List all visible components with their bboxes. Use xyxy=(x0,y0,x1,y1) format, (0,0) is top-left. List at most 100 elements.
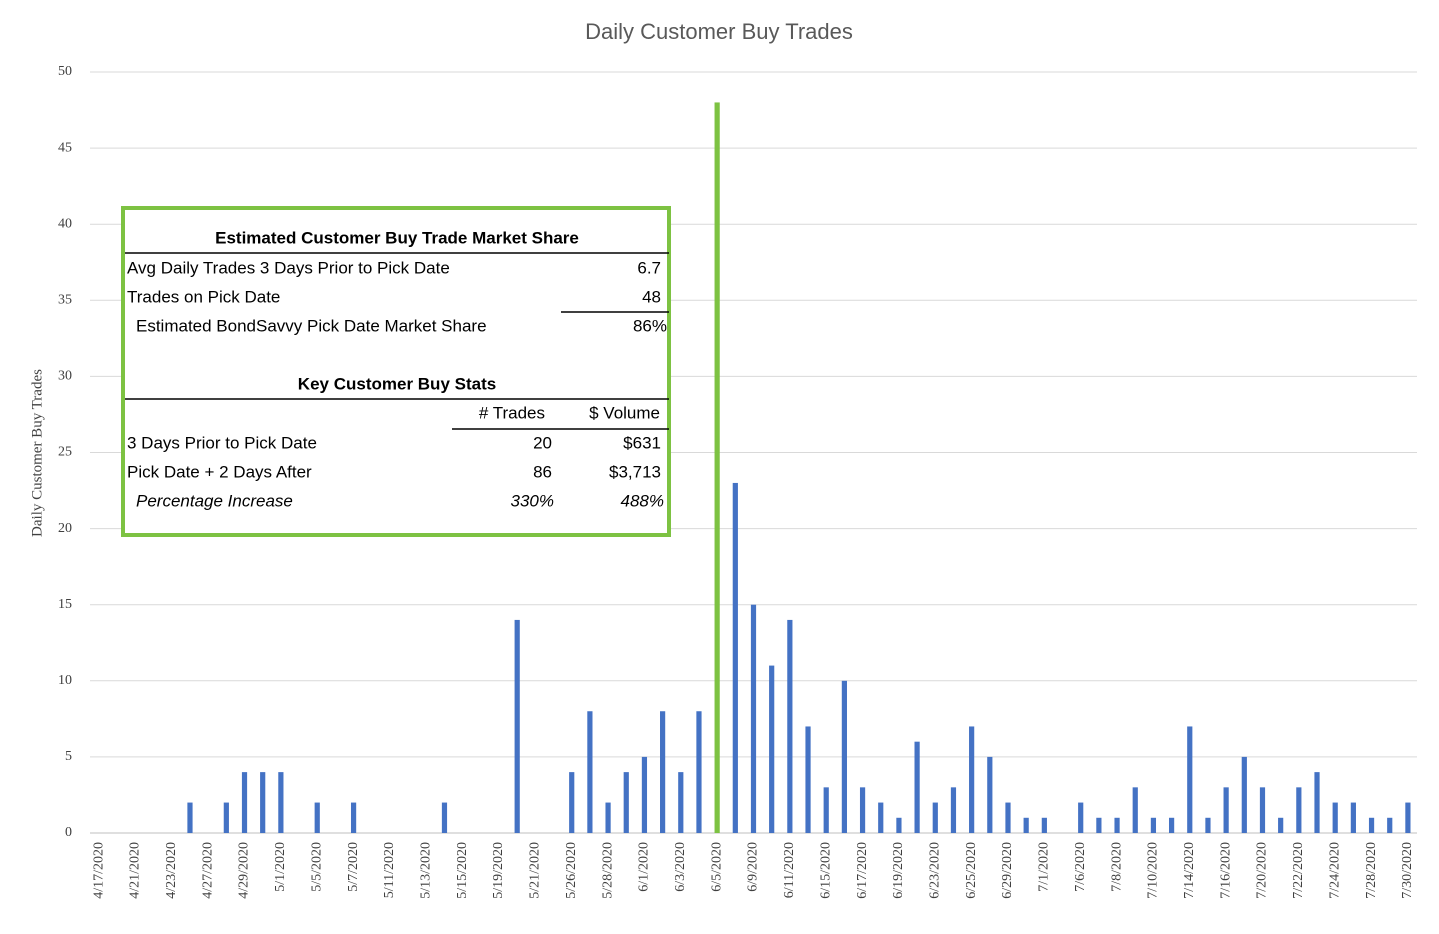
bar xyxy=(1368,817,1375,833)
y-tick-label: 15 xyxy=(58,597,72,612)
x-tick-label: 7/10/2020 xyxy=(1146,842,1161,899)
bar xyxy=(1187,726,1193,833)
row-value: $631 xyxy=(623,433,661,452)
y-tick-label: 5 xyxy=(65,749,72,764)
x-tick-label: 7/8/2020 xyxy=(1109,842,1124,892)
row-value: 6.7 xyxy=(637,258,661,277)
x-tick-label: 6/3/2020 xyxy=(673,842,688,892)
x-tick-label: 6/17/2020 xyxy=(855,842,870,899)
bar xyxy=(732,482,738,833)
bar xyxy=(1114,817,1120,833)
row-value: 330% xyxy=(511,491,554,510)
bar xyxy=(1132,787,1138,833)
bar xyxy=(787,619,793,833)
bar xyxy=(641,756,648,833)
y-tick-label: 40 xyxy=(58,216,72,231)
x-tick-label: 7/14/2020 xyxy=(1182,842,1197,899)
bar xyxy=(260,772,266,833)
y-tick-label: 45 xyxy=(58,140,72,155)
bar xyxy=(278,772,284,833)
x-tick-label: 5/5/2020 xyxy=(309,842,324,892)
x-tick-label: 5/11/2020 xyxy=(382,842,397,898)
bar xyxy=(805,726,811,833)
y-tick-label: 25 xyxy=(58,445,72,460)
x-tick-label: 6/25/2020 xyxy=(964,842,979,899)
bar xyxy=(696,711,702,833)
x-tick-label: 4/27/2020 xyxy=(200,842,215,899)
bar xyxy=(1259,787,1266,833)
bar xyxy=(1023,817,1029,833)
x-tick-label: 6/29/2020 xyxy=(1000,842,1015,899)
row-value: 86% xyxy=(633,316,667,335)
x-tick-label: 7/28/2020 xyxy=(1364,842,1379,899)
bar xyxy=(569,772,575,833)
row-value: 488% xyxy=(621,491,664,510)
bar xyxy=(932,802,938,833)
bar xyxy=(660,711,666,833)
bar xyxy=(823,787,829,833)
x-tick-label: 5/7/2020 xyxy=(346,842,361,892)
bar xyxy=(841,680,847,833)
bar xyxy=(1314,772,1320,833)
row-value: $3,713 xyxy=(609,462,661,481)
y-tick-label: 20 xyxy=(58,521,72,536)
plot-area: 0 5 10 15 20 25 30 35 40 45 50 4/17/2020 4/21/2020 4/… xyxy=(58,64,1417,899)
bar xyxy=(896,817,902,833)
bar xyxy=(878,802,884,833)
row-label: Pick Date + 2 Days After xyxy=(127,462,312,481)
column-header: $ Volume xyxy=(589,403,660,422)
bar xyxy=(1005,802,1011,833)
x-tick-label: 7/24/2020 xyxy=(1327,842,1342,899)
bar xyxy=(187,802,193,833)
row-value: 20 xyxy=(533,433,552,452)
row-label: Avg Daily Trades 3 Days Prior to Pick Da… xyxy=(127,258,450,277)
section-title: Estimated Customer Buy Trade Market Shar… xyxy=(215,228,579,247)
bar xyxy=(441,802,448,833)
x-tick-label: 6/19/2020 xyxy=(891,842,906,899)
bar xyxy=(223,802,229,833)
bar xyxy=(750,604,757,833)
x-tick-label: 5/19/2020 xyxy=(491,842,506,899)
x-tick-label: 5/28/2020 xyxy=(600,842,615,899)
bar xyxy=(950,787,957,833)
x-tick-label: 6/11/2020 xyxy=(782,842,797,898)
bar xyxy=(969,726,975,833)
chart-title: Daily Customer Buy Trades xyxy=(585,19,853,44)
section-title: Key Customer Buy Stats xyxy=(298,374,496,393)
row-value: 86 xyxy=(533,462,552,481)
x-tick-label: 7/22/2020 xyxy=(1291,842,1306,899)
x-tick-label: 4/29/2020 xyxy=(237,842,252,899)
bar xyxy=(1041,817,1047,833)
inset-border xyxy=(121,206,671,537)
y-tick-label: 0 xyxy=(65,825,72,840)
bar xyxy=(1405,802,1411,833)
bar xyxy=(1223,787,1229,833)
bar xyxy=(241,772,248,833)
x-tick-label: 4/17/2020 xyxy=(91,842,106,899)
bar xyxy=(587,711,593,833)
y-tick-label: 50 xyxy=(58,64,72,79)
bar xyxy=(1332,802,1338,833)
bar xyxy=(1350,802,1356,833)
x-tick-label: 7/16/2020 xyxy=(1218,842,1233,899)
row-label: 3 Days Prior to Pick Date xyxy=(127,433,317,452)
y-tick-label: 35 xyxy=(58,293,72,308)
x-tick-label: 5/13/2020 xyxy=(419,842,434,899)
x-tick-label: 5/1/2020 xyxy=(273,842,288,892)
bar xyxy=(859,787,866,833)
row-label: Estimated BondSavvy Pick Date Market Sha… xyxy=(136,316,487,335)
x-tick-label: 7/1/2020 xyxy=(1037,842,1052,892)
x-tick-label: 7/30/2020 xyxy=(1400,842,1415,899)
row-label: Trades on Pick Date xyxy=(127,287,280,306)
x-tick-label: 6/15/2020 xyxy=(818,842,833,899)
bar xyxy=(1387,817,1393,833)
bar xyxy=(605,802,611,833)
bar xyxy=(714,102,720,833)
x-tick-label: 6/9/2020 xyxy=(746,842,761,892)
bar xyxy=(623,772,629,833)
bar xyxy=(1096,817,1102,833)
x-tick-label: 6/1/2020 xyxy=(637,842,652,892)
x-tick-label: 6/5/2020 xyxy=(709,842,724,892)
x-tick-label: 7/6/2020 xyxy=(1073,842,1088,892)
